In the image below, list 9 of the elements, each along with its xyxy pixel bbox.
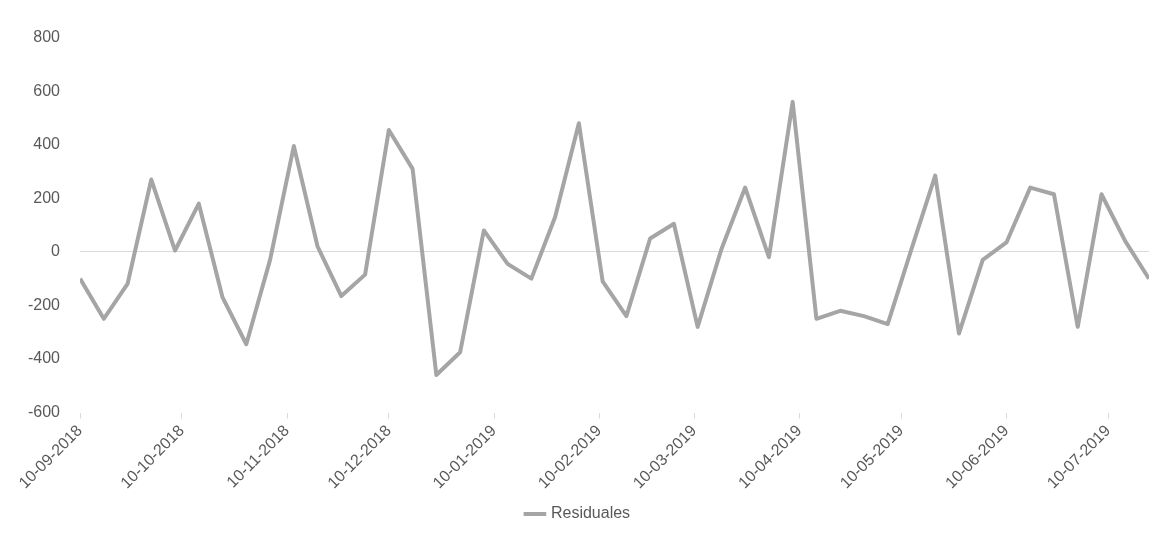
y-tick-label: 0 <box>51 242 61 260</box>
y-tick-label: 400 <box>33 135 61 153</box>
y-tick-label: 200 <box>33 188 61 206</box>
y-tick-label: 800 <box>33 28 61 46</box>
y-tick-label: -600 <box>27 402 61 420</box>
y-tick-label: -200 <box>27 295 61 313</box>
y-tick-label: 600 <box>33 81 61 99</box>
y-tick-label: -400 <box>27 349 61 367</box>
legend-label: Residuales <box>550 504 631 522</box>
